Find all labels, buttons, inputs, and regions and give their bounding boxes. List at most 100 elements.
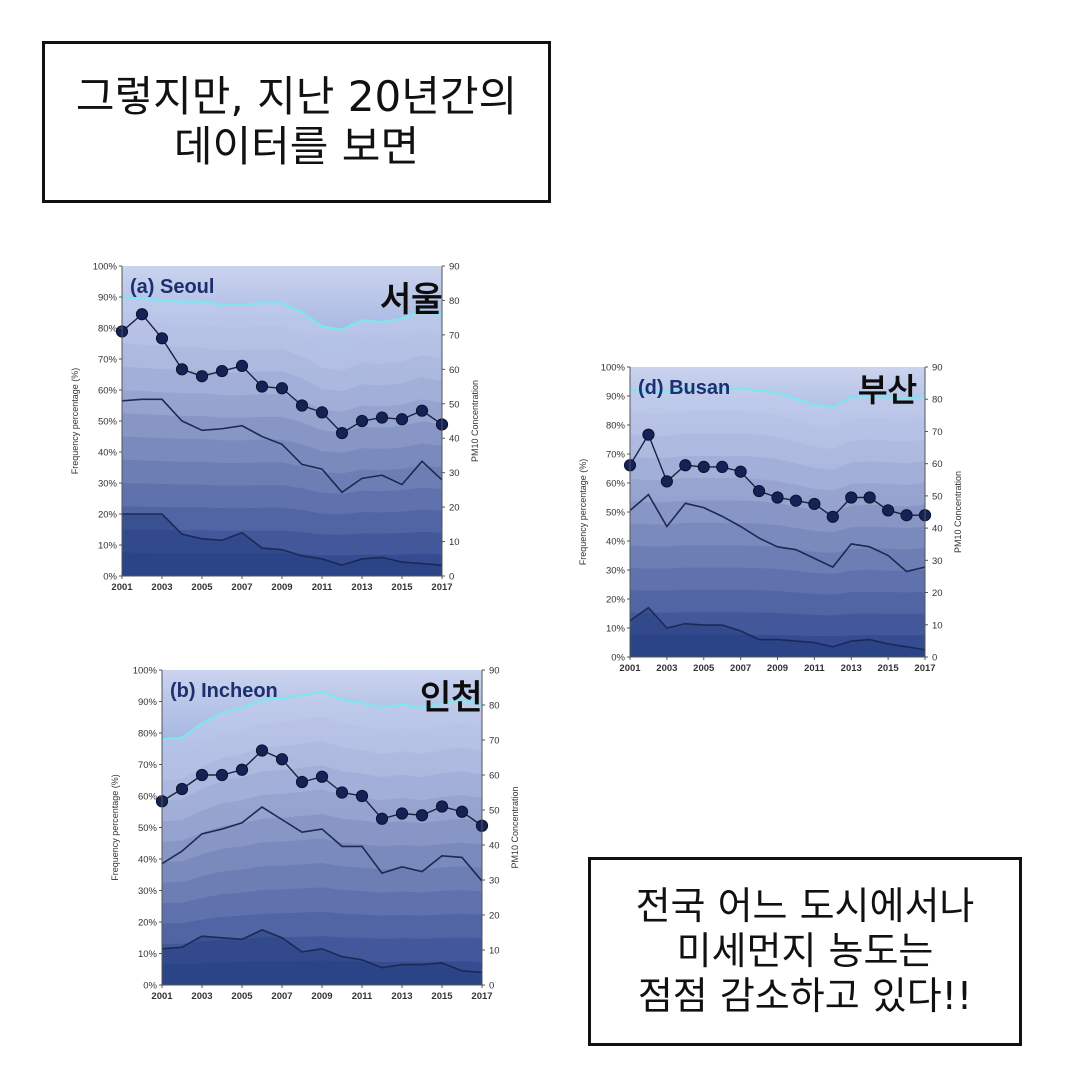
x-tick-label: 2011 <box>804 663 825 674</box>
pm10-point <box>808 497 821 511</box>
pm10-point <box>863 491 876 504</box>
y-tick-label: 30% <box>98 479 118 490</box>
y-tick-label: 50% <box>98 417 118 428</box>
y-tick-label: 60% <box>138 792 158 803</box>
x-tick-label: 2003 <box>151 582 172 593</box>
chart-panel-incheon: 0% 10% 20% 30% 40% 50% 60% 70% 80% 90% 100% 0 10 20 30… <box>102 648 532 1013</box>
pm10-point <box>195 768 209 782</box>
y-tick-label: 40% <box>606 537 626 548</box>
y-tick-label: 70% <box>606 450 626 461</box>
y2-tick-label: 70 <box>449 330 460 341</box>
pm10-point <box>195 370 209 383</box>
pm10-point <box>235 763 249 776</box>
x-tick-label: 2007 <box>730 663 751 674</box>
y-axis-title: Frequency percentage (%) <box>578 459 588 566</box>
y2-tick-label: 60 <box>932 459 943 470</box>
y-tick-label: 50% <box>606 508 626 519</box>
y-tick-label: 100% <box>133 666 158 677</box>
y2-tick-label: 90 <box>489 666 500 677</box>
x-tick-label: 2017 <box>914 663 935 674</box>
caption-bottom-line-2: 미세먼지 농도는 <box>676 929 934 974</box>
x-tick-label: 2003 <box>191 991 212 1002</box>
pm10-point <box>679 459 692 472</box>
y-tick-label: 40% <box>138 855 158 866</box>
y2-tick-label: 40 <box>489 841 500 852</box>
y2-tick-label: 30 <box>489 876 500 887</box>
y2-tick-label: 0 <box>449 572 454 583</box>
caption-top: 그렇지만, 지난 20년간의 데이터를 보면 <box>42 41 551 203</box>
x-tick-label: 2007 <box>271 991 292 1002</box>
y-tick-label: 20% <box>606 595 626 606</box>
x-tick-label: 2001 <box>619 663 641 674</box>
x-tick-label: 2011 <box>312 582 333 593</box>
y-tick-label: 80% <box>98 324 118 335</box>
y-tick-label: 30% <box>138 886 158 897</box>
x-tick-label: 2015 <box>878 663 900 674</box>
y2-tick-label: 40 <box>932 524 943 535</box>
y-tick-label: 80% <box>138 729 158 740</box>
y2-tick-label: 0 <box>489 981 494 992</box>
pm10-point <box>697 460 710 473</box>
series-line <box>122 513 443 566</box>
x-tick-label: 2005 <box>693 663 715 674</box>
pm10-point <box>315 770 329 783</box>
y2-tick-label: 10 <box>449 537 460 548</box>
pm10-point <box>295 399 309 412</box>
pm10-point <box>255 744 269 757</box>
y-tick-label: 100% <box>93 262 118 273</box>
pm10-point <box>135 308 149 321</box>
x-tick-label: 2001 <box>111 582 133 593</box>
pm10-point <box>415 404 429 417</box>
pm10-point <box>826 510 839 523</box>
x-tick-label: 2017 <box>471 991 492 1002</box>
x-tick-label: 2007 <box>231 582 252 593</box>
area-base <box>162 929 482 985</box>
y2-tick-label: 20 <box>449 503 460 514</box>
caption-top-line-1: 그렇지만, 지난 20년간의 <box>75 72 518 122</box>
x-tick-label: 2005 <box>191 582 213 593</box>
caption-bottom: 전국 어느 도시에서나 미세먼지 농도는 점점 감소하고 있다!! <box>588 857 1022 1046</box>
x-tick-label: 2009 <box>767 663 788 674</box>
pm10-point <box>375 411 389 424</box>
pm10-point <box>395 807 409 820</box>
pm10-point <box>716 460 729 473</box>
series-line <box>161 806 483 882</box>
y-tick-label: 70% <box>138 760 158 771</box>
y-tick-label: 20% <box>138 918 158 929</box>
y2-tick-label: 50 <box>932 491 943 502</box>
pm10-point <box>215 768 229 782</box>
pm10-point <box>315 406 329 419</box>
y2-tick-label: 80 <box>932 395 943 406</box>
y-tick-label: 90% <box>606 392 626 403</box>
series-line <box>161 929 483 974</box>
y2-tick-label: 0 <box>932 653 937 664</box>
y2-tick-label: 90 <box>932 363 943 374</box>
pm10-point <box>295 775 309 789</box>
y2-tick-label: 70 <box>932 427 943 438</box>
pm10-point <box>415 809 429 822</box>
x-tick-label: 2013 <box>841 663 862 674</box>
x-tick-label: 2005 <box>231 991 253 1002</box>
caption-top-line-2: 데이터를 보면 <box>173 122 420 171</box>
series-line <box>629 606 926 651</box>
pm10-point <box>752 484 766 498</box>
y-tick-label: 10% <box>138 949 158 960</box>
y-tick-label: 0% <box>143 981 157 992</box>
pm10-point <box>435 800 449 813</box>
pm10-point <box>235 359 249 372</box>
pm10-point <box>335 786 349 799</box>
pm10-point <box>355 414 369 428</box>
chart-svg-busan: 0% 10% 20% 30% 40% 50% 60% 70% 80% 90% 100% 0 10 20 30… <box>578 363 963 675</box>
chart-panel-seoul: 0% 10% 20% 30% 40% 50% 60% 70% 80% 90% 100% 0 10 20 30… <box>62 244 492 604</box>
pm10-point <box>355 789 369 803</box>
y-tick-label: 0% <box>103 572 117 583</box>
y-tick-label: 60% <box>606 479 626 490</box>
pm10-point <box>255 380 269 393</box>
x-tick-label: 2011 <box>352 991 373 1002</box>
city-label-busan: 부산 <box>858 371 917 409</box>
series-line <box>121 398 443 494</box>
pm10-point <box>175 782 189 796</box>
y2-tick-label: 20 <box>489 911 500 922</box>
y2-tick-label: 60 <box>489 771 500 782</box>
chart-title: (d) Busan <box>638 377 730 399</box>
